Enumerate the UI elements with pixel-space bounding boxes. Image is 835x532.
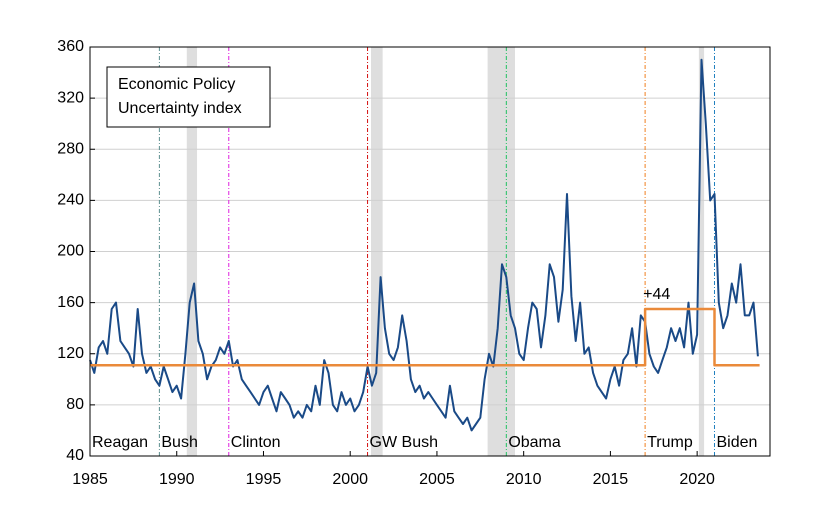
president-label: GW Bush (370, 434, 438, 451)
x-tick-label: 1990 (159, 471, 195, 488)
y-tick-label: 320 (57, 89, 84, 106)
plot-frame (89, 46, 771, 457)
legend-text: Uncertainty index (118, 100, 242, 117)
president-label: Trump (647, 434, 693, 451)
y-tick-label: 80 (66, 396, 84, 413)
x-tick-label: 2010 (506, 471, 542, 488)
president-label: Bush (161, 434, 197, 451)
president-label: Obama (508, 434, 561, 451)
x-tick-label: 1985 (72, 471, 108, 488)
x-tick-label: 2005 (419, 471, 455, 488)
y-tick-label: 200 (57, 243, 84, 260)
x-tick-label: 2015 (593, 471, 629, 488)
x-tick-label: 1995 (246, 471, 282, 488)
president-label: Biden (716, 434, 757, 451)
legend-text: Economic Policy (118, 76, 235, 93)
president-label: Reagan (92, 434, 148, 451)
legend-box (106, 66, 271, 128)
y-tick-label: 240 (57, 192, 84, 209)
x-tick-label: 2020 (679, 471, 715, 488)
y-tick-label: 120 (57, 345, 84, 362)
y-tick-label: 360 (57, 38, 84, 55)
y-tick-label: 280 (57, 140, 84, 157)
step-label: +44 (643, 286, 670, 303)
president-label: Clinton (231, 434, 281, 451)
x-tick-label: 2000 (332, 471, 368, 488)
y-tick-label: 160 (57, 294, 84, 311)
series-line (90, 307, 760, 367)
y-tick-label: 40 (66, 447, 84, 464)
series-line (89, 58, 759, 432)
